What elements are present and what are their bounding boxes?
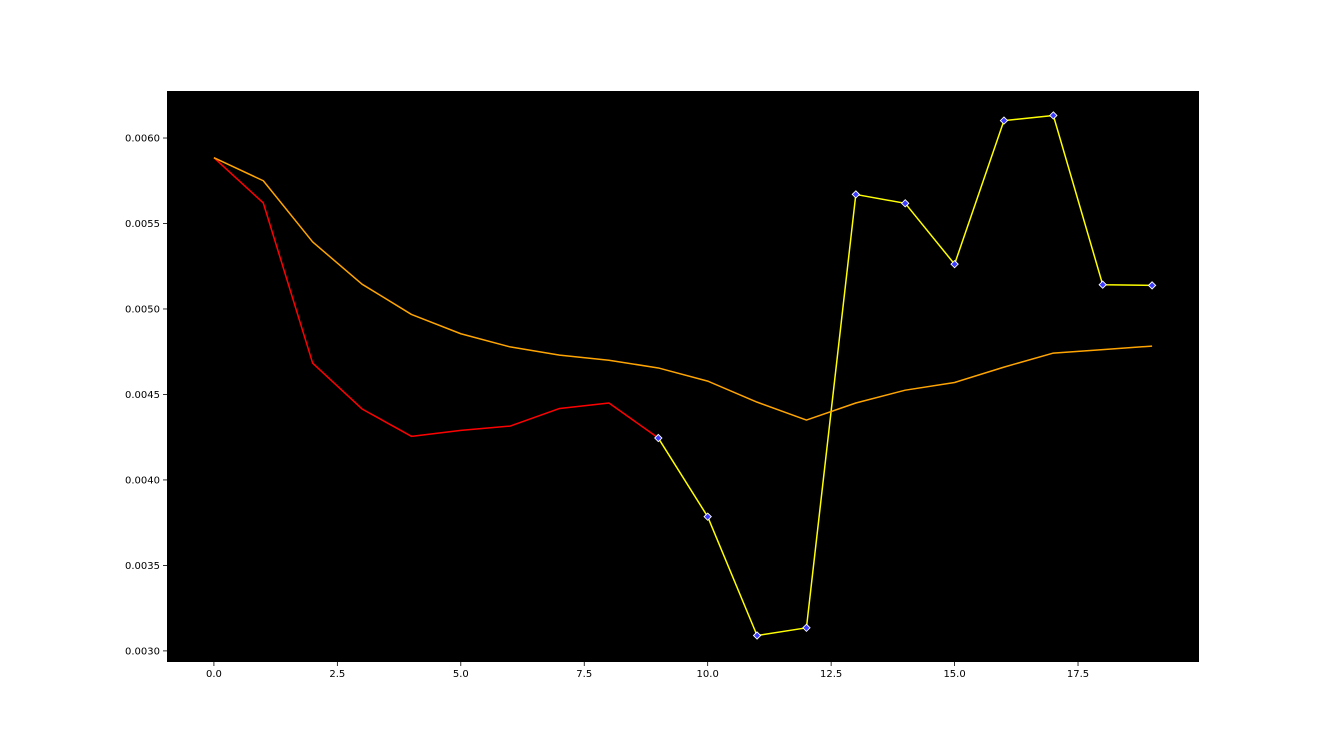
x-tick-label: 12.5 — [820, 669, 842, 680]
x-tick-label: 5.0 — [453, 669, 469, 680]
y-tick-label: 0.0035 — [125, 561, 160, 572]
series-1-point — [1049, 111, 1058, 120]
series-1-point — [1147, 281, 1157, 290]
x-tick-label: 0.0 — [206, 669, 222, 680]
axes-layer: 0.0 2.5 5.0 7.5 10.0 12.5 15.0 17.5 0.0030 0.0035… — [125, 134, 1089, 680]
plot-area — [167, 91, 1199, 662]
series-1-point — [900, 199, 910, 208]
series-1-point — [999, 116, 1009, 125]
series-1-point — [703, 512, 712, 521]
y-tick-label: 0.0060 — [125, 134, 160, 145]
series-1-point — [654, 433, 663, 443]
y-tick-label: 0.0050 — [125, 304, 160, 315]
series-line-0 — [213, 157, 659, 439]
series-layer — [213, 111, 1157, 640]
series-1-point — [950, 259, 959, 269]
series-1-point — [851, 190, 861, 199]
x-tick-label: 7.5 — [576, 669, 592, 680]
x-tick-label: 10.0 — [697, 669, 719, 680]
y-tick-label: 0.0040 — [125, 475, 160, 486]
x-tick-label: 17.5 — [1067, 669, 1089, 680]
y-tick-label: 0.0045 — [125, 390, 160, 401]
y-tick-label: 0.0055 — [125, 219, 160, 230]
series-1-point — [1098, 280, 1107, 289]
x-tick-label: 15.0 — [943, 669, 965, 680]
series-line-2 — [213, 156, 1153, 421]
x-tick-label: 2.5 — [329, 669, 345, 680]
series-1-point — [802, 623, 811, 633]
y-tick-label: 0.0030 — [125, 646, 160, 657]
series-1-point — [752, 631, 762, 640]
